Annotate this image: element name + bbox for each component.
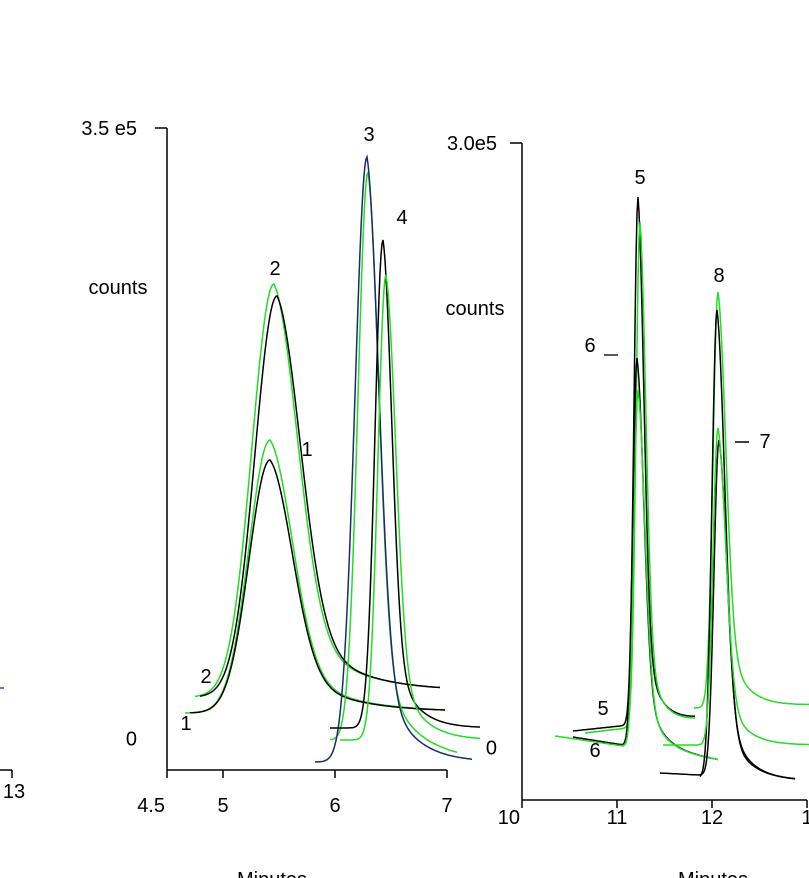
peak-label: 4 <box>396 207 407 229</box>
x-tick-label: 5 <box>217 795 228 817</box>
y-tick-label: 3.5 e5 <box>81 118 137 140</box>
x-tick-label: 12 <box>701 807 723 829</box>
peak-label: 2 <box>269 258 280 280</box>
x-tick-label: 4.5 <box>137 795 165 817</box>
peak-label: 5 <box>597 698 608 720</box>
peak-label: 8 <box>713 265 724 287</box>
x-tick-label: 10 <box>498 807 520 829</box>
trace <box>572 196 696 732</box>
trace <box>663 427 809 746</box>
peak-label: 5 <box>634 167 645 189</box>
y-tick-label: 3.0e5 <box>447 133 497 155</box>
x-tick-label: 11 <box>607 807 628 829</box>
trace <box>554 389 719 761</box>
trace <box>194 283 441 698</box>
peak-label: 1 <box>301 439 312 461</box>
y-tick-label: 0 <box>486 738 497 760</box>
x-tick-label: 6 <box>329 795 340 817</box>
x-tick-label: 7 <box>441 795 452 817</box>
trace <box>584 221 696 734</box>
trace <box>315 154 473 763</box>
y-axis-label: counts <box>89 277 148 299</box>
trace <box>199 295 441 697</box>
x-axis-label: Minutes <box>237 869 307 878</box>
peak-label: 3 <box>363 124 374 146</box>
peak-label: 6 <box>589 740 600 762</box>
peak-label: 2 <box>200 666 211 688</box>
x-axis-label: Minutes <box>678 869 748 878</box>
y-tick-label: 0 <box>126 729 137 751</box>
peak-label: 6 <box>584 335 595 357</box>
trace <box>330 239 481 729</box>
trace <box>190 459 445 714</box>
x-tick-label: 1 <box>801 807 809 829</box>
peak-label: 7 <box>759 431 770 453</box>
peak-label: 1 <box>180 713 191 735</box>
trace <box>340 274 481 741</box>
y-axis-label: counts <box>446 298 505 320</box>
x-tick-label: 13 <box>3 781 25 803</box>
